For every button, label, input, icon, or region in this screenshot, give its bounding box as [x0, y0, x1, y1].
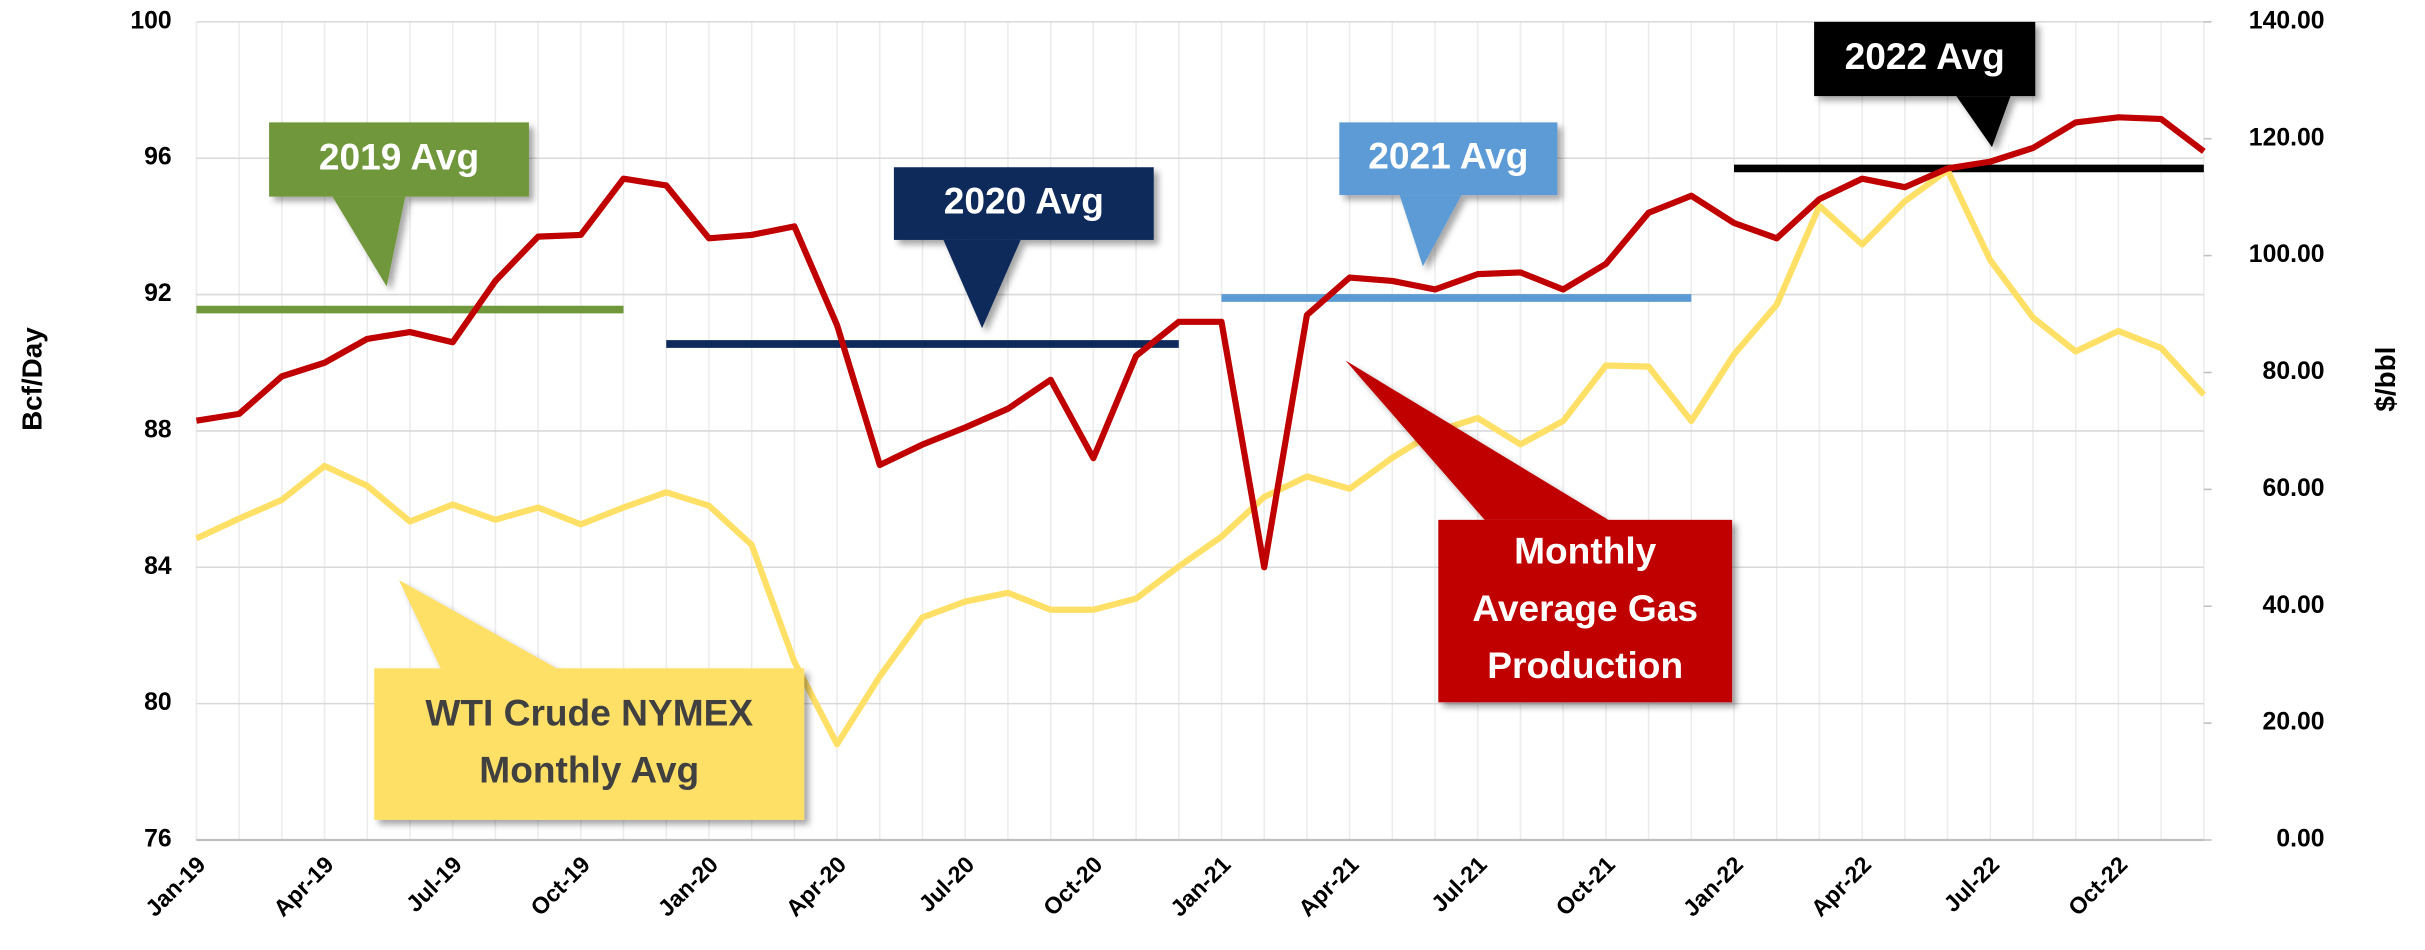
- y-axis-label: Bcf/Day: [16, 327, 47, 431]
- y-tick-label: 100: [130, 7, 171, 34]
- y-tick-label: 80: [144, 689, 172, 716]
- x-tick-label: Oct-22: [2063, 851, 2132, 920]
- callout-box: [1814, 21, 2036, 97]
- callout: [1339, 122, 1558, 267]
- callout-pointer: [1345, 360, 1609, 520]
- x-tick-label: Jan-19: [140, 851, 210, 921]
- callout-pointer: [332, 196, 406, 287]
- callout-pointer: [1956, 96, 2011, 148]
- callout-text: WTI Crude NYMEX: [425, 691, 753, 733]
- callout-text: 2021 Avg: [1368, 135, 1528, 177]
- y2-tick-label: 100.00: [2249, 241, 2325, 268]
- x-tick-label: Jul-21: [1426, 851, 1492, 917]
- callout-box: [893, 167, 1154, 240]
- callout-box: [374, 668, 805, 820]
- y2-tick-label: 80.00: [2263, 358, 2325, 385]
- x-tick-label: Oct-21: [1551, 851, 1620, 920]
- x-tick-label: Apr-21: [1293, 851, 1363, 921]
- callout-box: [269, 122, 529, 197]
- callout-text: Monthly Avg: [479, 749, 699, 791]
- x-tick-label: Jul-20: [913, 851, 979, 917]
- x-tick-label: Jan-22: [1678, 851, 1748, 921]
- x-tick-label: Jan-21: [1165, 851, 1235, 921]
- series-line: [195, 167, 2207, 748]
- x-tick-label: Oct-20: [1038, 851, 1107, 920]
- y2-axis-label: $/bbl: [2370, 347, 2401, 412]
- callout-text: Average Gas: [1472, 587, 1698, 629]
- callout: [269, 122, 529, 287]
- x-tick-label: Apr-19: [268, 851, 338, 921]
- callout: [893, 167, 1154, 329]
- y-tick-label: 96: [144, 144, 172, 171]
- y-tick-label: 92: [144, 280, 172, 307]
- x-tick-label: Jul-22: [1939, 851, 2005, 917]
- callout-text: Production: [1487, 644, 1683, 686]
- y2-tick-label: 0.00: [2276, 826, 2324, 853]
- callout-text: 2022 Avg: [1845, 35, 2005, 77]
- y2-tick-label: 20.00: [2263, 709, 2325, 736]
- y2-tick-label: 40.00: [2263, 592, 2325, 619]
- y-tick-label: 84: [144, 553, 172, 580]
- series-line: [195, 114, 2206, 571]
- y-tick-label: 76: [144, 826, 172, 853]
- callout-text: 2020 Avg: [944, 179, 1104, 221]
- callout: [1814, 21, 2036, 148]
- y-tick-label: 88: [144, 416, 172, 443]
- x-tick-label: Oct-19: [525, 851, 594, 920]
- callout-text: Monthly: [1514, 530, 1657, 572]
- x-tick-label: Apr-20: [781, 851, 851, 921]
- callout-pointer: [399, 580, 557, 669]
- x-tick-label: Jul-19: [401, 851, 467, 917]
- y2-tick-label: 120.00: [2249, 124, 2325, 151]
- x-tick-label: Jan-20: [653, 851, 723, 921]
- callout-text: 2019 Avg: [319, 135, 479, 177]
- callout-pointer: [1399, 195, 1462, 267]
- y2-tick-label: 60.00: [2263, 475, 2325, 502]
- x-tick-label: Apr-22: [1806, 851, 1876, 921]
- callout-pointer: [943, 239, 1021, 329]
- callout-box: [1339, 122, 1558, 196]
- callout: [374, 580, 805, 820]
- callout-box: [1438, 519, 1733, 703]
- y2-tick-label: 140.00: [2249, 7, 2325, 34]
